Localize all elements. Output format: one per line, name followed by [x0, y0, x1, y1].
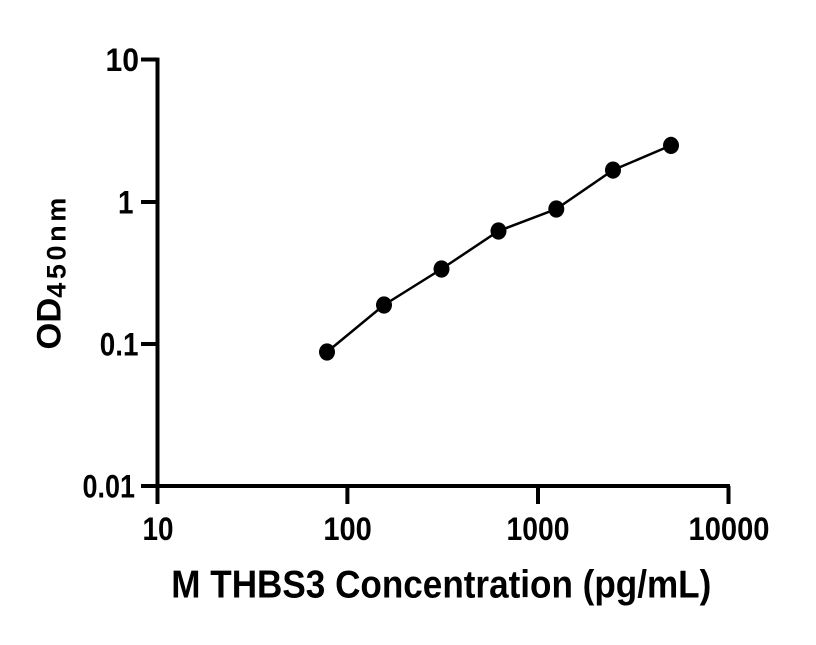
svg-text:1000: 1000	[507, 511, 570, 547]
svg-text:0.1: 0.1	[100, 327, 139, 363]
svg-text:0.01: 0.01	[83, 469, 136, 505]
svg-text:M THBS3 Concentration (pg/mL): M THBS3 Concentration (pg/mL)	[171, 563, 711, 606]
svg-text:100: 100	[323, 511, 372, 547]
svg-text:10: 10	[143, 511, 174, 547]
svg-text:10: 10	[106, 42, 140, 78]
svg-text:1: 1	[118, 185, 134, 221]
svg-text:10000: 10000	[689, 511, 770, 547]
